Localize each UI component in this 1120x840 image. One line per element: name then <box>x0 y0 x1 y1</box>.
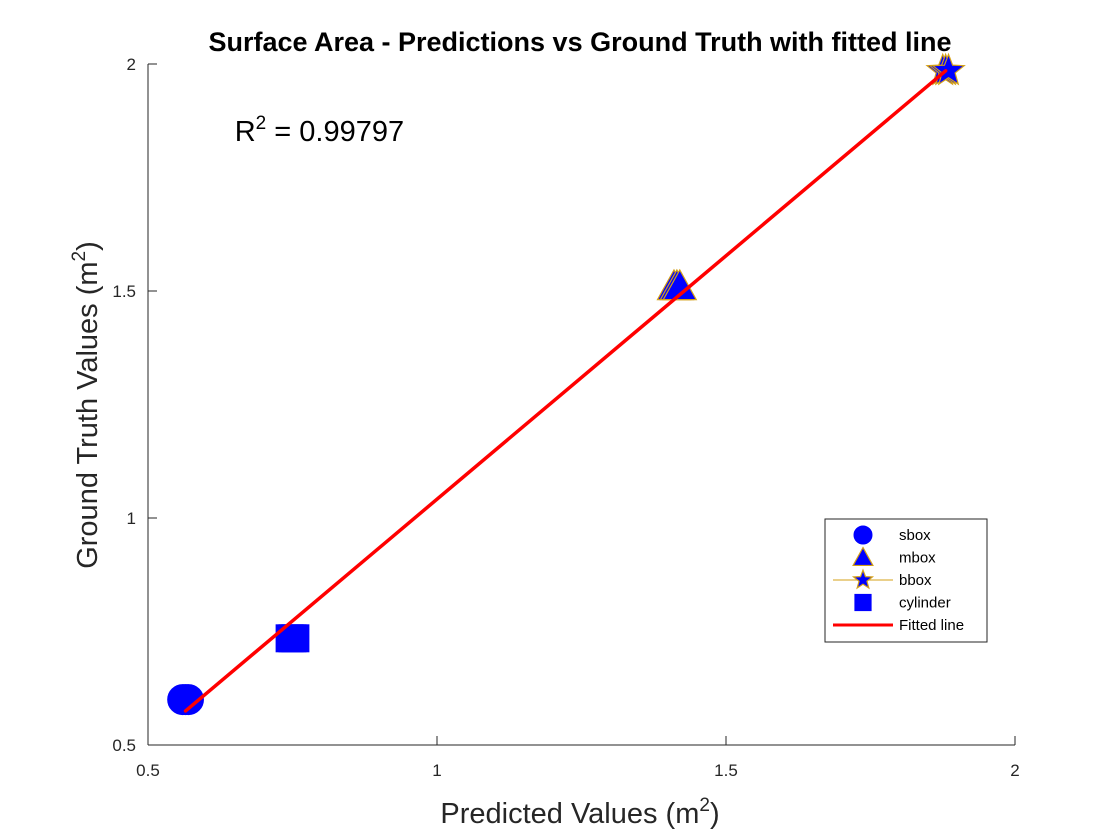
y-axis-label-main: Ground Truth Values (m <box>72 261 104 568</box>
x-tick-label-1-5: 1.5 <box>714 761 738 780</box>
r-squared-value: = 0.99797 <box>266 116 404 148</box>
legend-marker-bbox <box>851 568 875 590</box>
tick-marks <box>147 63 1016 746</box>
point-bbox-3 <box>931 52 966 86</box>
legend-marker-cylinder <box>854 593 872 612</box>
y-axis-label-end: ) <box>72 241 104 251</box>
legend-marker-sbox <box>853 525 873 545</box>
y-tick-label-2: 2 <box>127 55 136 74</box>
legend-label-sbox: sbox <box>899 527 931 544</box>
legend-label-fitted-line: Fitted line <box>899 617 964 634</box>
x-axis-label: Predicted Values (m2) <box>440 795 719 830</box>
x-axis-label-main: Predicted Values (m <box>440 798 699 830</box>
x-axis-label-end: ) <box>710 798 720 830</box>
y-axis-label: Ground Truth Values (m2) <box>69 241 104 569</box>
fitted-line <box>183 69 948 713</box>
point-mbox-3 <box>662 268 698 301</box>
x-axis-label-sup: 2 <box>699 795 710 816</box>
legend: sbox mbox bbox cylinder Fitted line <box>824 518 988 643</box>
r-squared-annotation: R2 = 0.99797 <box>235 113 404 148</box>
y-axis-label-sup: 2 <box>69 251 90 262</box>
point-cylinder-3 <box>281 624 310 653</box>
y-tick-label-1: 1 <box>127 509 136 528</box>
legend-label-cylinder: cylinder <box>899 595 951 612</box>
r-squared-sup: 2 <box>256 113 267 134</box>
y-tick-label-0-5: 0.5 <box>112 736 136 755</box>
x-tick-label-2: 2 <box>1010 761 1019 780</box>
legend-label-bbox: bbox <box>899 572 932 589</box>
tick-labels: 0.5 1 1.5 2 0.5 1 1.5 2 <box>112 55 1019 780</box>
fitted-line-group <box>183 69 948 713</box>
y-tick-label-1-5: 1.5 <box>112 282 136 301</box>
x-tick-label-1: 1 <box>432 761 441 780</box>
x-tick-label-0-5: 0.5 <box>136 761 160 780</box>
legend-label-mbox: mbox <box>899 550 936 567</box>
r-squared-prefix: R <box>235 116 256 148</box>
point-sbox-3 <box>172 684 204 716</box>
series-cylinder <box>275 624 310 653</box>
chart-title: Surface Area - Predictions vs Ground Tru… <box>208 27 951 57</box>
axes <box>147 64 1015 746</box>
legend-marker-mbox <box>852 546 874 567</box>
